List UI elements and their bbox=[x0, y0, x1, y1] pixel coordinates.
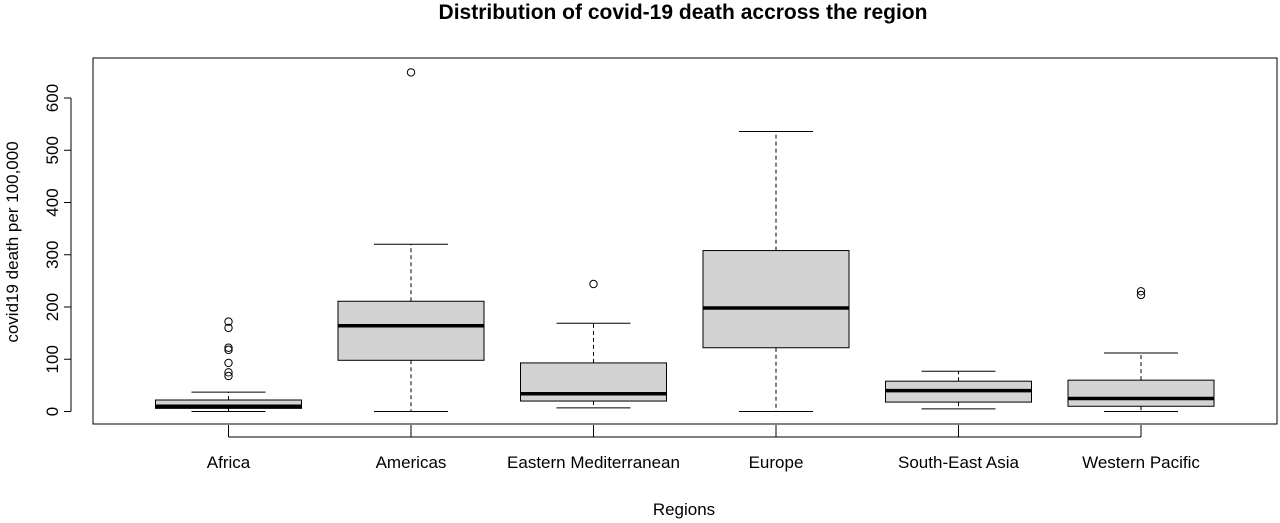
outlier-point bbox=[224, 368, 233, 377]
outlier-point bbox=[589, 279, 598, 289]
x-tick-label: Americas bbox=[376, 453, 447, 472]
outlier-point bbox=[1136, 287, 1146, 296]
x-tick-label: Eastern Mediterranean bbox=[507, 453, 680, 472]
x-tick-label: Africa bbox=[207, 453, 251, 472]
boxes-layer bbox=[155, 68, 1215, 412]
outlier-point bbox=[224, 323, 233, 333]
iqr-box bbox=[155, 399, 302, 409]
x-axis-label: Regions bbox=[653, 500, 715, 519]
outlier-point bbox=[224, 358, 233, 368]
x-axis: Africa Americas Eastern Mediterranean Europ… bbox=[207, 425, 1200, 472]
y-tick-label: 300 bbox=[43, 241, 62, 269]
y-tick-label: 200 bbox=[43, 293, 62, 321]
chart-title: Distribution of covid-19 death accross t… bbox=[439, 1, 928, 24]
outlier-point bbox=[406, 68, 416, 77]
box-europe bbox=[702, 130, 850, 412]
box-americas bbox=[337, 68, 485, 412]
y-tick-label: 400 bbox=[43, 188, 62, 216]
box-western-pacific bbox=[1067, 287, 1215, 412]
outlier-point bbox=[1136, 290, 1146, 300]
y-axis-label: covid19 death per 100,000 bbox=[3, 141, 22, 342]
outlier-point bbox=[224, 317, 233, 326]
outlier-point bbox=[224, 345, 233, 355]
y-tick-label: 500 bbox=[43, 136, 62, 164]
y-tick-label: 600 bbox=[43, 84, 62, 112]
outlier-point bbox=[224, 343, 233, 352]
x-tick-label: Europe bbox=[749, 453, 804, 472]
iqr-box bbox=[337, 300, 485, 361]
iqr-box bbox=[1067, 379, 1215, 407]
plot-frame bbox=[92, 57, 1278, 425]
box-south-east-asia bbox=[885, 370, 1032, 410]
box-eastern-mediterranean bbox=[520, 279, 667, 409]
y-tick-label: 0 bbox=[43, 407, 62, 416]
x-tick-label: South-East Asia bbox=[898, 453, 1020, 472]
x-tick-label: Western Pacific bbox=[1082, 453, 1200, 472]
iqr-box bbox=[702, 250, 850, 349]
y-axis: 0 100 200 300 400 500 600 bbox=[43, 84, 72, 416]
box-africa bbox=[155, 317, 302, 412]
outlier-point bbox=[224, 371, 233, 381]
y-tick-label: 100 bbox=[43, 345, 62, 373]
